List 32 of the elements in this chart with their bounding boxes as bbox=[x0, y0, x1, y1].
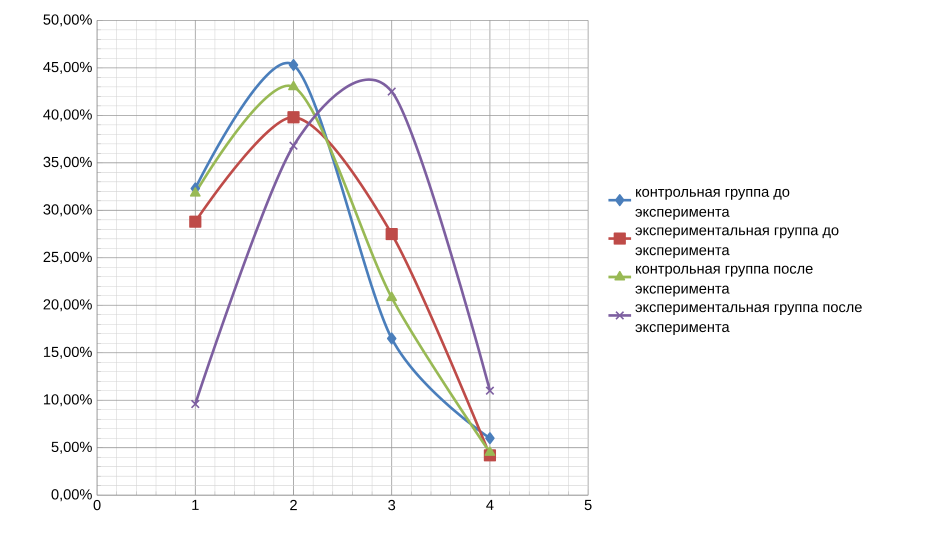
point bbox=[485, 432, 495, 444]
point bbox=[288, 141, 298, 150]
x-tick-label: 2 bbox=[290, 500, 297, 510]
point bbox=[189, 216, 202, 228]
point bbox=[387, 86, 396, 96]
point bbox=[190, 399, 200, 409]
x-tick-label: 1 bbox=[192, 500, 199, 510]
y-tick-label: 45,00% bbox=[43, 62, 92, 74]
point bbox=[190, 187, 201, 197]
point bbox=[485, 386, 494, 396]
y-tick-label: 30,00% bbox=[43, 204, 92, 216]
y-tick-label: 20,00% bbox=[44, 299, 92, 312]
y-tick-label: 25,00% bbox=[44, 252, 92, 264]
y-tick-label: 10,00% bbox=[44, 394, 92, 406]
y-tick-label: 5,00% bbox=[52, 442, 92, 454]
y-tick-label: 40,00% bbox=[43, 109, 92, 122]
legend-label: экспериментальная группа после эксперимента bbox=[635, 304, 862, 335]
x-tick-label: 4 bbox=[486, 500, 494, 510]
point bbox=[484, 446, 496, 456]
point bbox=[287, 111, 300, 124]
x-tick-label: 3 bbox=[388, 500, 396, 510]
y-tick-label: 35,00% bbox=[43, 156, 92, 169]
y-tick-label: 50,00% bbox=[43, 14, 92, 26]
point bbox=[386, 291, 398, 302]
point bbox=[386, 332, 396, 345]
point bbox=[288, 58, 298, 72]
x-tick-label: 0 bbox=[94, 500, 101, 510]
point bbox=[288, 80, 299, 90]
y-tick-label: 0,00% bbox=[52, 489, 92, 502]
y-tick-label: 15,00% bbox=[44, 346, 92, 359]
x-tick-label: 5 bbox=[584, 500, 592, 510]
point bbox=[386, 228, 398, 240]
